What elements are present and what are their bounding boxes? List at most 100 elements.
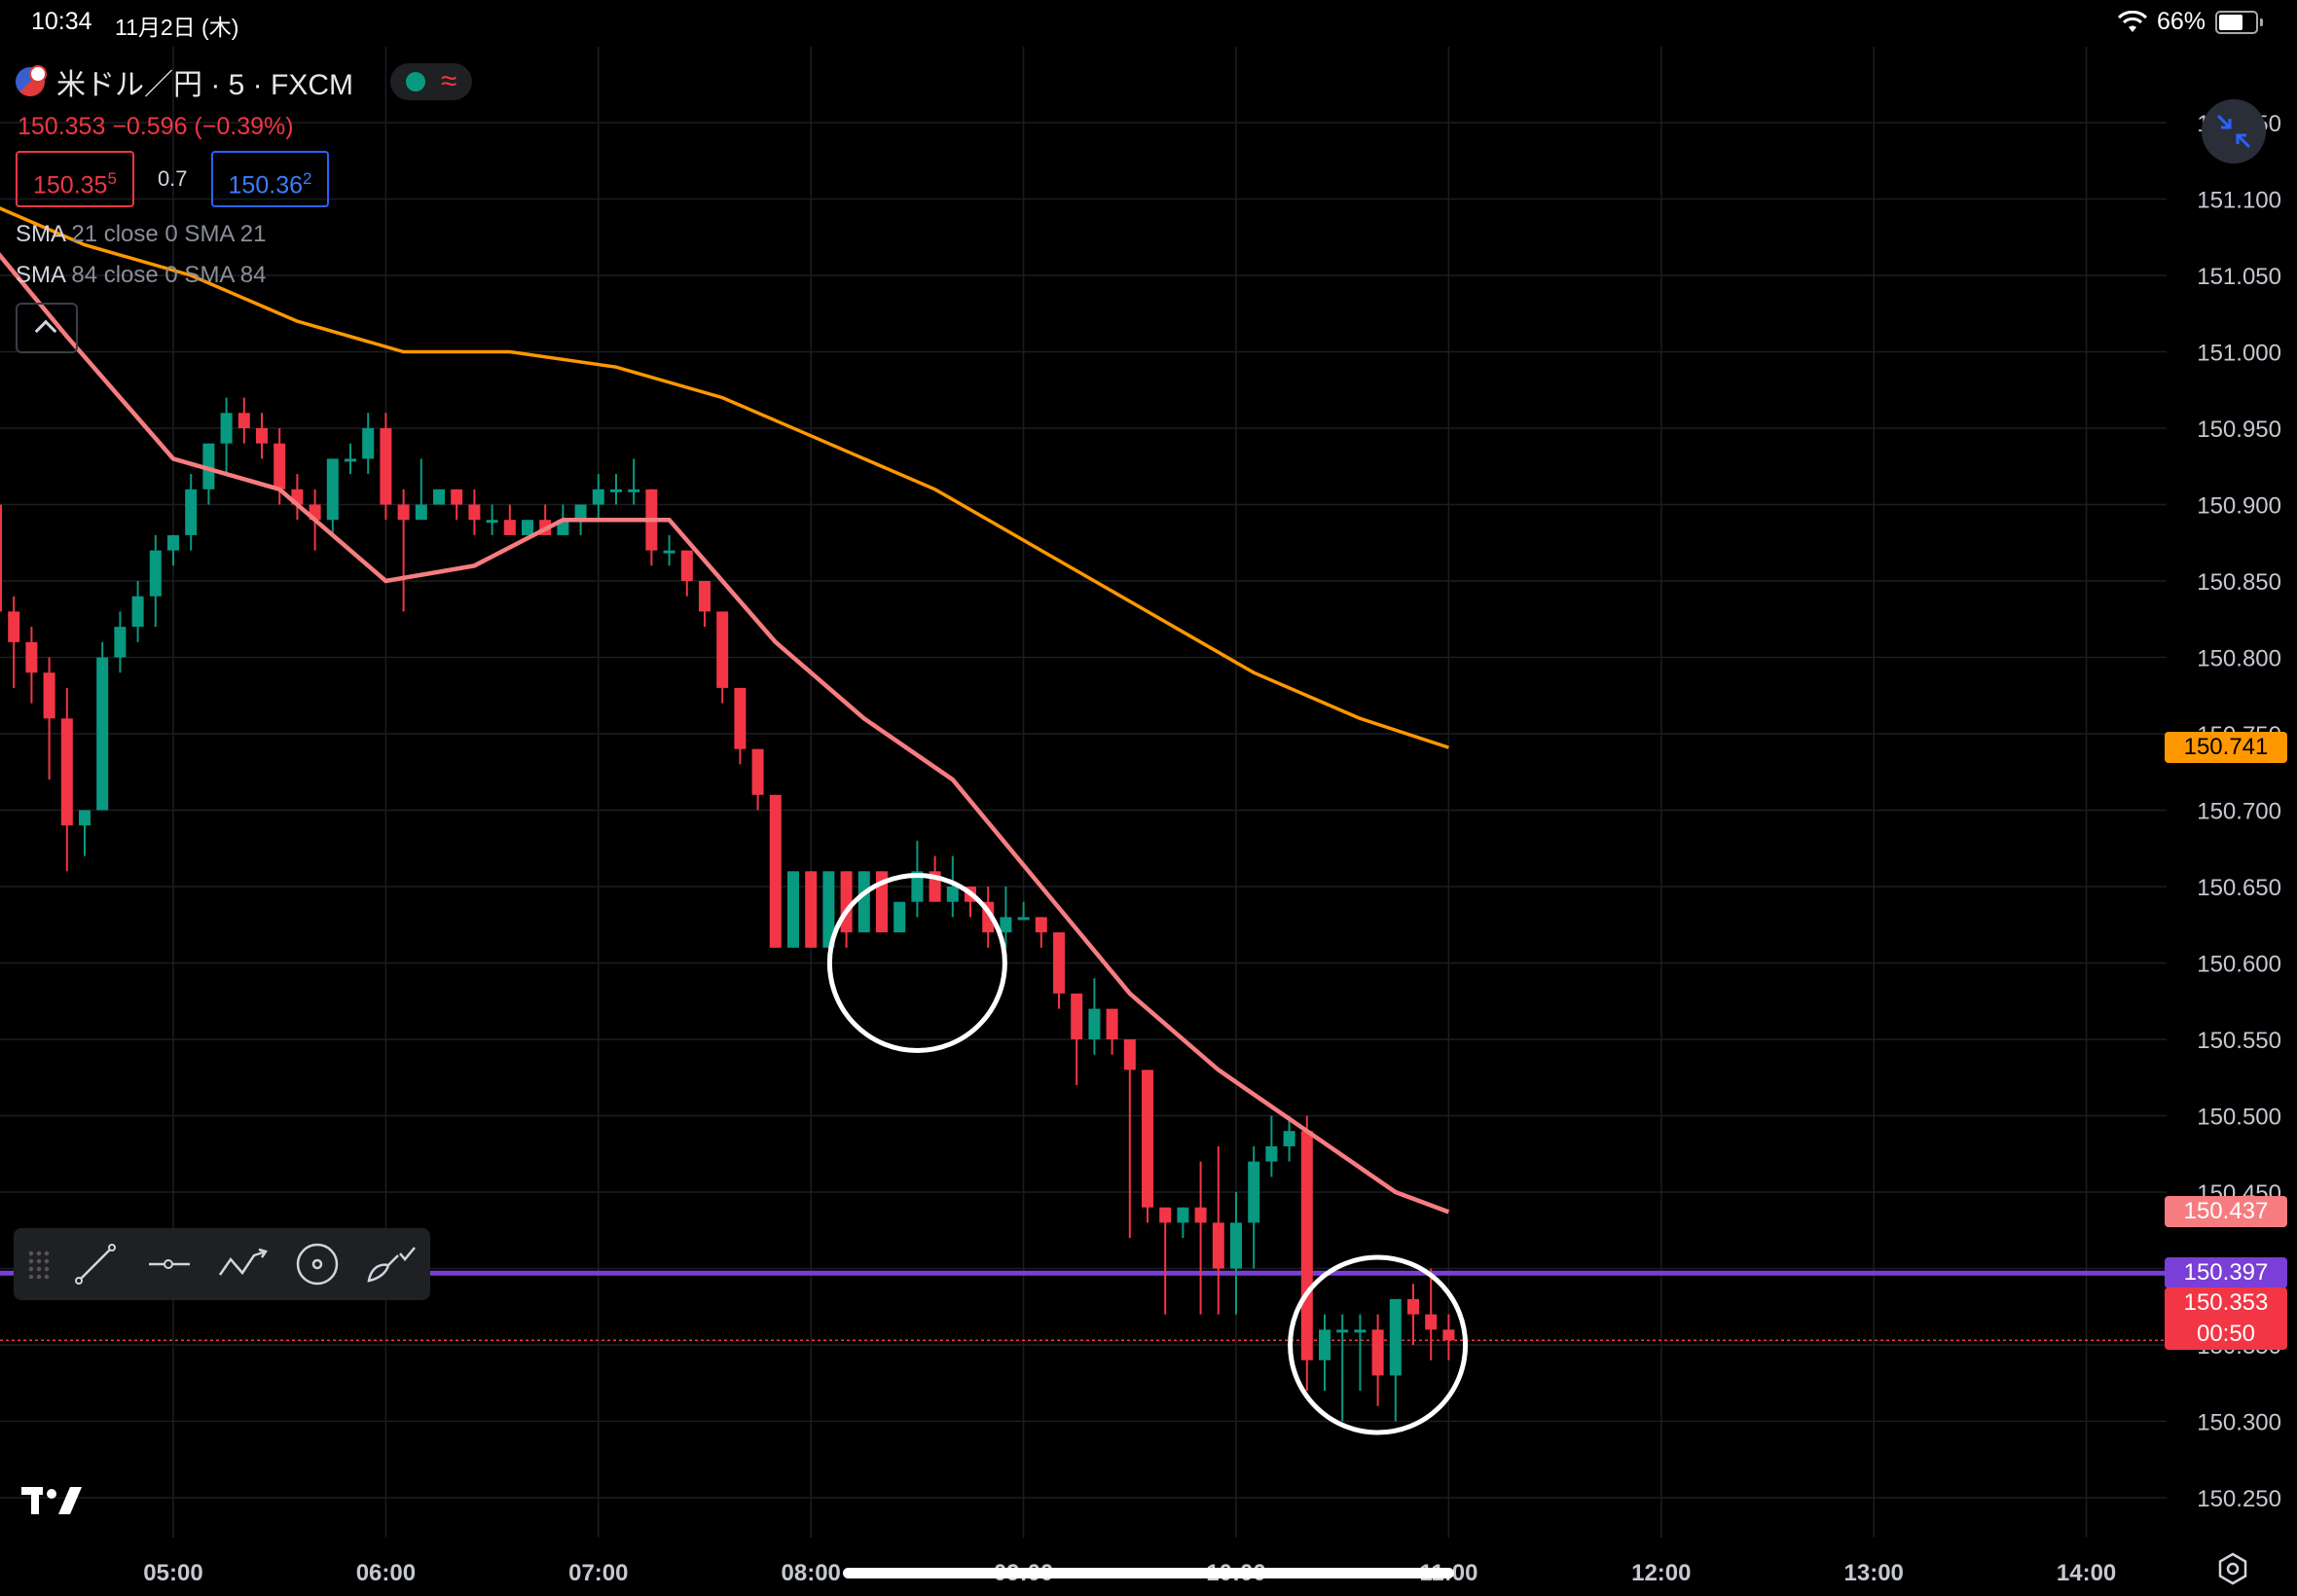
indicator-sma-21[interactable]: SMA 21 close 0 SMA 21 <box>16 221 472 248</box>
candle-body <box>1106 1008 1118 1039</box>
candle-body <box>716 611 729 688</box>
price-tick-label: 150.800 <box>2197 646 2281 672</box>
circle-target-icon <box>296 1243 339 1286</box>
path-tool[interactable] <box>214 1235 273 1293</box>
drawing-toolbar[interactable] <box>14 1228 430 1300</box>
candle-body <box>840 871 853 933</box>
annotations <box>826 873 1469 1435</box>
path-icon <box>218 1248 268 1276</box>
candle-body <box>1389 1298 1402 1376</box>
market-status-pill[interactable]: ≈ <box>390 63 473 100</box>
candle-body <box>114 627 127 658</box>
price-tick-label: 150.250 <box>2197 1486 2281 1512</box>
price-tick-label: 150.550 <box>2197 1028 2281 1054</box>
candle-body <box>96 657 109 811</box>
chart-background <box>0 47 2297 1596</box>
collapse-legend-button[interactable] <box>16 303 78 353</box>
candle-body <box>43 672 55 719</box>
candle-body <box>1212 1222 1224 1269</box>
price-tick-label: 151.000 <box>2197 341 2281 367</box>
time-tick-label: 13:00 <box>1844 1560 1904 1586</box>
candle-body <box>415 504 427 521</box>
candle-body <box>202 443 215 490</box>
candle-body <box>663 550 675 554</box>
candle-body <box>1265 1145 1278 1162</box>
last-price: 150.353 <box>18 113 106 140</box>
candle-body <box>680 550 693 581</box>
candle-body <box>1300 1131 1313 1360</box>
trend-line-tool[interactable] <box>66 1235 125 1293</box>
candles <box>0 397 1455 1422</box>
wave-icon: ≈ <box>441 65 457 97</box>
candle-body <box>345 458 356 462</box>
drag-handle-icon[interactable] <box>27 1250 51 1279</box>
chart-settings-icon[interactable] <box>2215 1551 2250 1586</box>
chart-legend: 米ドル／円 · 5 · FXCM ≈ 150.353 −0.596 (−0.39… <box>16 60 473 353</box>
horizontal-ray-tool[interactable] <box>140 1235 199 1293</box>
time-tick-label: 12:00 <box>1631 1560 1691 1586</box>
candle-body <box>256 428 268 444</box>
indicator-name: SMA <box>16 221 65 247</box>
candle-body <box>220 413 233 444</box>
sell-button[interactable]: 150.355 <box>16 151 134 207</box>
price-tick-label: 150.600 <box>2197 952 2281 978</box>
last-price-label: 150.353 00:50 <box>2165 1288 2287 1351</box>
candle-body <box>893 901 906 933</box>
brush-tool[interactable] <box>362 1235 420 1293</box>
candle-body <box>397 504 410 521</box>
status-right: 66% <box>2117 8 2263 36</box>
wifi-icon <box>2117 10 2147 32</box>
price-tick-label: 150.900 <box>2197 493 2281 520</box>
sma-21-price-label: 150.437 <box>2165 1196 2287 1228</box>
price-tick-label: 150.950 <box>2197 417 2281 443</box>
buy-button[interactable]: 150.362 <box>210 151 330 207</box>
candle-body <box>1248 1161 1260 1223</box>
candle-body <box>79 810 91 826</box>
candle-body <box>237 413 250 428</box>
time-tick-label: 08:00 <box>782 1560 841 1586</box>
candle-body <box>751 748 764 795</box>
candle-body <box>1035 917 1047 933</box>
candle-body <box>1159 1207 1172 1223</box>
candle-body <box>769 794 782 948</box>
candle-body <box>0 504 2 612</box>
symbol-title[interactable]: 米ドル／円 · 5 · FXCM <box>56 69 353 101</box>
candle-body <box>451 489 463 505</box>
sma-84-line <box>0 206 1449 749</box>
status-time: 10:34 <box>31 8 92 35</box>
indicator-sma-84[interactable]: SMA 84 close 0 SMA 84 <box>16 262 472 289</box>
candle-body <box>326 458 339 521</box>
candle-body <box>1194 1207 1207 1223</box>
circle-tool[interactable] <box>288 1235 346 1293</box>
candle-body <box>1088 1008 1101 1039</box>
indicator-params: 84 close 0 SMA 84 <box>71 262 267 288</box>
price-tick-label: 151.100 <box>2197 188 2281 214</box>
home-indicator[interactable] <box>843 1568 1454 1578</box>
candle-body <box>60 718 73 826</box>
candle-body <box>1071 993 1083 1039</box>
candle-body <box>1283 1131 1295 1146</box>
trend-line-icon <box>75 1244 116 1285</box>
horizontal-line-price-label[interactable]: 150.397 <box>2165 1257 2287 1289</box>
spread-value: 0.7 <box>157 166 188 191</box>
last-price-value: 150.353 <box>2183 1289 2269 1317</box>
candle-body <box>787 871 799 948</box>
candle-body <box>1000 917 1012 933</box>
change-value: −0.596 (−0.39%) <box>112 113 294 140</box>
candle-body <box>911 871 924 902</box>
candle-body <box>1319 1329 1331 1360</box>
candle-body <box>522 520 533 535</box>
status-date: 11月2日 (木) <box>115 15 239 40</box>
price-tick-label: 151.050 <box>2197 264 2281 290</box>
price-tick-label: 150.650 <box>2197 875 2281 901</box>
symbol-row[interactable]: 米ドル／円 · 5 · FXCM ≈ <box>16 60 473 103</box>
tradingview-logo-icon[interactable] <box>21 1483 84 1518</box>
candle-body <box>468 504 481 521</box>
exit-fullscreen-button[interactable] <box>2202 99 2266 163</box>
sma-84-price-label: 150.741 <box>2165 732 2287 764</box>
price-tick-label: 150.500 <box>2197 1105 2281 1131</box>
candle-body <box>362 428 375 459</box>
candle-body <box>1442 1329 1455 1341</box>
candle-body <box>503 520 516 535</box>
price-tick-label: 150.700 <box>2197 799 2281 825</box>
